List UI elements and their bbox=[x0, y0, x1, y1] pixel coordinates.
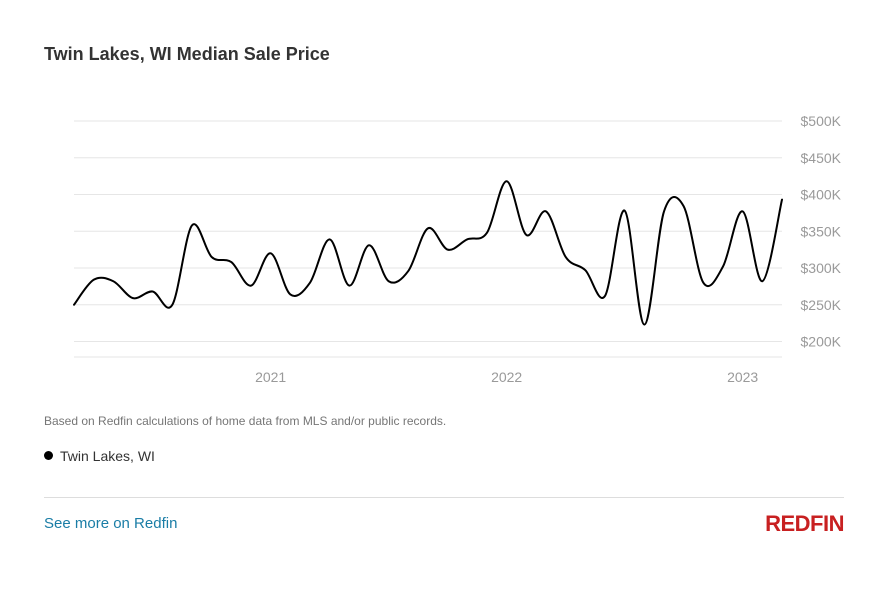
y-axis-ticks: $200K $250K $300K $350K $400K $450K $500K bbox=[801, 113, 842, 350]
series-line-twin-lakes bbox=[73, 180, 783, 326]
y-tick-label: $500K bbox=[801, 113, 842, 129]
x-tick-label: 2021 bbox=[255, 369, 286, 385]
y-tick-label: $350K bbox=[801, 223, 842, 239]
y-tick-label: $200K bbox=[801, 334, 842, 350]
data-source-note: Based on Redfin calculations of home dat… bbox=[44, 414, 447, 428]
x-tick-label: 2022 bbox=[491, 369, 522, 385]
legend-label: Twin Lakes, WI bbox=[60, 448, 155, 464]
see-more-link[interactable]: See more on Redfin bbox=[44, 515, 178, 532]
y-tick-label: $250K bbox=[801, 297, 842, 313]
y-tick-label: $450K bbox=[801, 150, 842, 166]
chart-title: Twin Lakes, WI Median Sale Price bbox=[44, 44, 330, 64]
line-chart: $200K $250K $300K $350K $400K $450K $500K 2021… bbox=[73, 113, 842, 385]
x-tick-label: 2023 bbox=[727, 369, 758, 385]
y-tick-label: $300K bbox=[801, 260, 842, 276]
legend-swatch bbox=[44, 450, 53, 460]
y-tick-label: $400K bbox=[801, 187, 842, 203]
divider bbox=[44, 497, 844, 498]
x-axis-ticks: 2021 2022 2023 bbox=[255, 369, 758, 385]
grid-lines bbox=[74, 120, 782, 358]
redfin-logo: REDFIN bbox=[765, 511, 844, 536]
legend: Twin Lakes, WI bbox=[44, 448, 155, 464]
